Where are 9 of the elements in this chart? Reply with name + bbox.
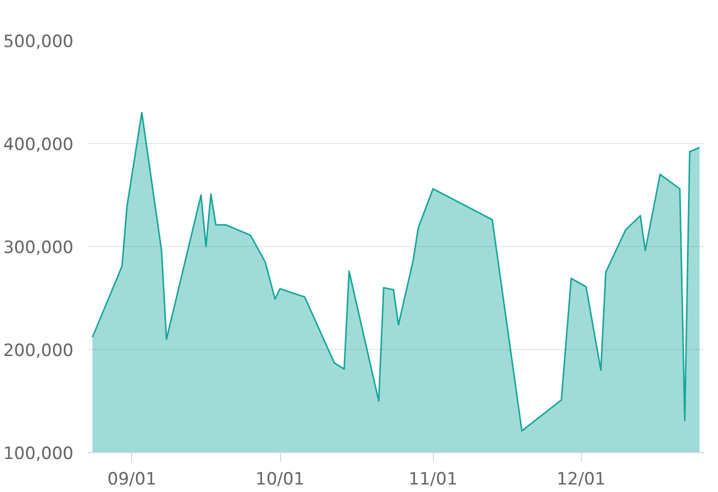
y-tick-label: 300,000 xyxy=(3,238,74,258)
y-tick-label: 200,000 xyxy=(3,341,74,361)
x-tick-label: 10/01 xyxy=(256,470,305,490)
x-tick-label: 09/01 xyxy=(107,470,156,490)
y-tick-label: 500,000 xyxy=(3,32,74,52)
y-tick-label: 400,000 xyxy=(3,135,74,155)
y-tick-label: 100,000 xyxy=(3,444,74,464)
x-tick-label: 11/01 xyxy=(408,470,458,490)
x-tick-label: 12/01 xyxy=(556,470,606,490)
